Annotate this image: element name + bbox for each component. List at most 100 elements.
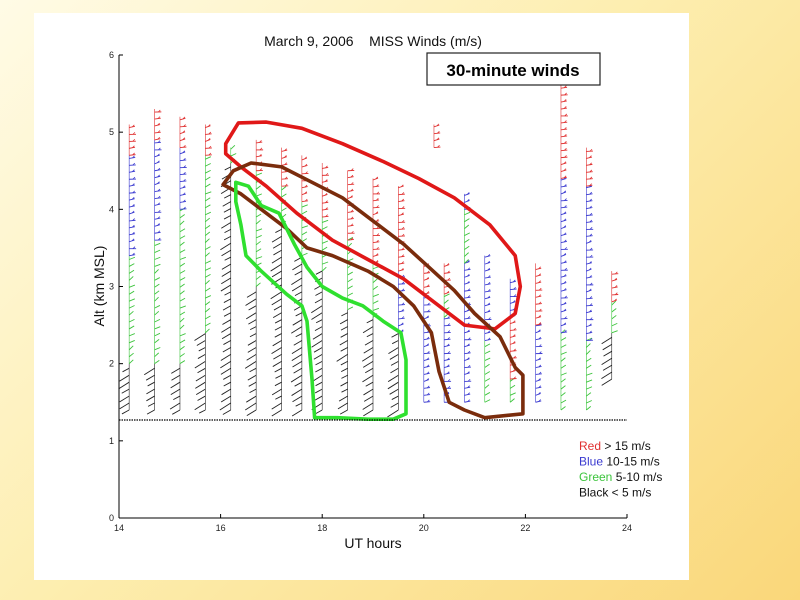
wind-barb: [295, 333, 303, 338]
wind-barb: [129, 211, 135, 215]
wind-barb: [222, 201, 231, 207]
wind-barb: [464, 400, 471, 403]
wind-barb: [301, 204, 308, 208]
wind-barb: [464, 238, 470, 243]
wind-barb: [154, 249, 161, 253]
wind-barb-flag: [376, 218, 379, 222]
wind-barb: [464, 393, 471, 396]
wind-barb: [281, 171, 288, 173]
wind-barb-flag: [447, 270, 450, 274]
brown-region-outline: [221, 161, 525, 420]
wind-barb: [205, 260, 211, 264]
wind-barb: [146, 409, 155, 415]
wind-barb: [586, 379, 593, 383]
wind-barb-flag: [467, 343, 470, 347]
wind-barb: [560, 178, 567, 181]
wind-barb-flag: [284, 162, 288, 165]
wind-barb: [291, 277, 303, 285]
wind-barb: [398, 262, 405, 265]
wind-barb: [223, 374, 231, 380]
wind-barb: [372, 206, 380, 209]
wind-barb: [129, 146, 136, 149]
wind-barb: [603, 350, 612, 357]
wind-barb-flag: [563, 301, 567, 305]
wind-barb-flag: [589, 169, 593, 173]
wind-barb: [154, 277, 161, 281]
wind-barb-flag: [467, 371, 470, 374]
wind-barb: [255, 248, 262, 253]
wind-barb-flag: [563, 99, 567, 102]
wind-barb: [205, 295, 212, 299]
wind-barb-flag: [284, 155, 287, 158]
wind-barb-flag: [589, 254, 593, 258]
wind-barb-flag: [132, 124, 135, 128]
wind-barb: [510, 350, 517, 352]
wind-barb-flag: [182, 192, 186, 196]
wind-barb-flag: [132, 224, 135, 228]
wind-barb-flag: [157, 130, 161, 133]
wind-barb: [205, 308, 211, 313]
wind-barb: [246, 409, 257, 417]
wind-barb-flag: [207, 124, 211, 127]
wind-barb-flag: [183, 158, 186, 161]
wind-barb: [205, 231, 211, 236]
wind-barb: [341, 312, 348, 317]
wind-barb-flag: [447, 351, 451, 354]
wind-barb: [444, 365, 450, 368]
wind-profile: [433, 123, 441, 149]
wind-barb-flag: [588, 239, 592, 243]
wind-barb: [398, 213, 405, 216]
y-tick-label: 0: [109, 513, 114, 523]
wind-barb: [154, 256, 161, 260]
wind-barb: [433, 124, 440, 128]
wind-barb-flag: [183, 124, 186, 127]
wind-barb: [128, 256, 136, 260]
wind-barb: [586, 324, 592, 328]
wind-barb: [255, 282, 261, 287]
wind-barb: [464, 386, 471, 389]
wind-barb: [301, 238, 308, 243]
wind-barb: [255, 275, 261, 280]
wind-barb: [363, 347, 374, 354]
wind-barb: [341, 388, 348, 393]
wind-barb: [129, 219, 136, 222]
wind-barb: [509, 398, 515, 403]
wind-barb: [179, 324, 185, 330]
wind-barb-flag: [538, 385, 542, 388]
wind-barb: [294, 291, 303, 297]
wind-barb-flag: [563, 225, 567, 228]
wind-barb: [586, 156, 593, 159]
wind-barb: [464, 372, 470, 375]
wind-barb: [169, 402, 181, 410]
wind-barb: [535, 373, 542, 375]
wind-barb: [249, 388, 257, 394]
wind-barb: [179, 346, 185, 351]
wind-barb: [154, 138, 161, 141]
wind-barb: [248, 381, 257, 387]
wind-barb: [291, 409, 303, 417]
wind-barb: [222, 305, 231, 311]
wind-barb: [128, 318, 135, 323]
wind-barb: [560, 331, 568, 334]
wind-barb: [423, 394, 431, 396]
wind-barb: [179, 270, 186, 274]
wind-barb-flag: [350, 237, 354, 241]
wind-barb-flag: [376, 191, 380, 195]
wind-barb: [560, 135, 568, 138]
wind-barb: [128, 340, 135, 344]
wind-barb: [154, 175, 161, 179]
y-tick-label: 4: [109, 204, 114, 214]
wind-barb: [484, 296, 491, 300]
wind-barb: [423, 316, 430, 320]
wind-barb: [292, 360, 303, 368]
wind-barb: [205, 246, 211, 250]
wind-barb-flag: [401, 184, 404, 188]
wind-barb: [611, 299, 617, 303]
wind-barb: [321, 246, 328, 251]
wind-barb: [315, 367, 323, 373]
wind-barb: [535, 330, 541, 334]
wind-barb: [338, 395, 348, 402]
wind-barb-flag: [512, 334, 516, 337]
wind-barb-flag: [564, 113, 568, 117]
wind-barb-flag: [427, 302, 430, 306]
